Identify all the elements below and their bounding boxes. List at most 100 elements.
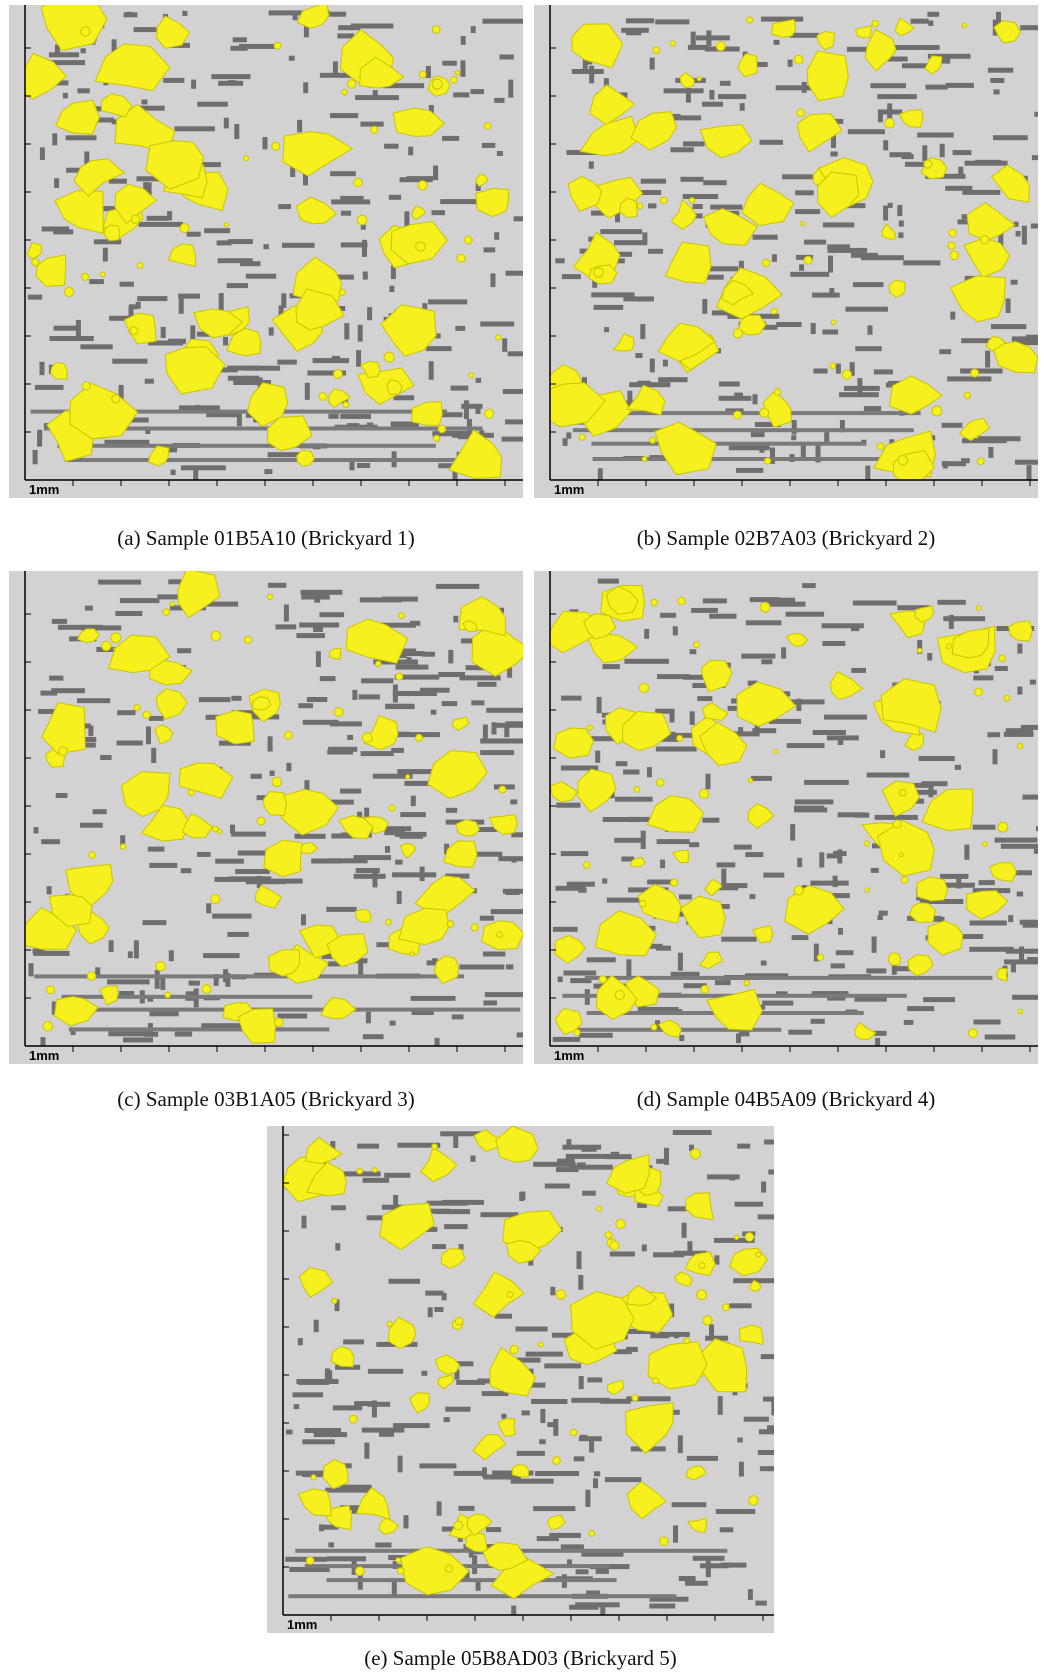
pore bbox=[326, 907, 356, 912]
pore bbox=[442, 61, 457, 66]
pore bbox=[270, 771, 275, 776]
aggregate-small bbox=[670, 41, 675, 46]
aggregate-small bbox=[332, 1298, 337, 1303]
pore bbox=[58, 625, 103, 630]
aggregate-small bbox=[257, 817, 265, 825]
pore bbox=[333, 61, 338, 73]
pore bbox=[293, 1392, 324, 1397]
aggregate-small bbox=[756, 1252, 761, 1257]
pore bbox=[823, 222, 854, 227]
pore bbox=[928, 21, 933, 27]
caption: (b) Sample 02B7A03 (Brickyard 2) bbox=[534, 526, 1038, 551]
pore bbox=[1008, 915, 1013, 922]
pore bbox=[299, 623, 339, 628]
pore bbox=[855, 346, 881, 351]
aggregate-small bbox=[454, 1521, 463, 1530]
pore bbox=[393, 691, 437, 696]
aggregate-small bbox=[885, 118, 895, 128]
pore bbox=[690, 649, 697, 654]
pore bbox=[790, 699, 825, 704]
pore bbox=[813, 369, 827, 374]
pore bbox=[553, 1419, 558, 1436]
aggregate-small bbox=[376, 661, 382, 667]
pore bbox=[703, 818, 720, 823]
aggregate-small bbox=[977, 458, 984, 465]
pore bbox=[767, 1425, 774, 1430]
pore bbox=[85, 606, 93, 611]
pore bbox=[49, 676, 63, 681]
pore bbox=[231, 832, 266, 837]
pore bbox=[985, 1035, 1016, 1040]
pore bbox=[436, 584, 479, 589]
pore bbox=[392, 872, 436, 877]
pore bbox=[435, 1209, 470, 1214]
aggregate-small bbox=[1004, 695, 1010, 701]
pore bbox=[298, 1380, 329, 1385]
pore bbox=[52, 133, 57, 145]
pore bbox=[866, 968, 886, 973]
pore bbox=[556, 803, 580, 808]
pore bbox=[451, 386, 469, 391]
pore bbox=[1006, 299, 1011, 314]
pore bbox=[373, 871, 378, 887]
pore bbox=[120, 598, 159, 603]
pore bbox=[143, 920, 167, 925]
aggregate-small bbox=[701, 985, 709, 993]
pore bbox=[452, 1014, 464, 1019]
aggregate-small bbox=[371, 126, 378, 133]
pore bbox=[792, 935, 809, 940]
pore bbox=[736, 468, 763, 473]
aggregate-small bbox=[946, 644, 951, 649]
pore-line bbox=[57, 444, 436, 448]
pore bbox=[1020, 25, 1038, 30]
pore bbox=[585, 1490, 590, 1507]
pore bbox=[233, 37, 247, 42]
pore-line bbox=[288, 1594, 676, 1598]
pore bbox=[603, 664, 620, 669]
pore bbox=[567, 1559, 572, 1564]
pore bbox=[28, 295, 42, 300]
axis-strip bbox=[534, 1046, 1038, 1064]
pore bbox=[1023, 795, 1039, 800]
pore bbox=[453, 92, 469, 97]
pore bbox=[230, 825, 235, 834]
pore bbox=[702, 299, 707, 314]
pore bbox=[899, 221, 904, 227]
aggregate bbox=[807, 51, 848, 101]
aggregate-small bbox=[32, 259, 39, 266]
pore bbox=[212, 914, 251, 919]
aggregate-small bbox=[410, 952, 414, 956]
pore bbox=[286, 1430, 292, 1435]
pore bbox=[177, 648, 191, 653]
aggregate-small bbox=[347, 80, 355, 88]
pore bbox=[426, 346, 451, 351]
pore bbox=[80, 344, 112, 349]
pore bbox=[328, 414, 338, 419]
pore bbox=[640, 324, 645, 339]
pore bbox=[594, 305, 624, 310]
aggregate-small bbox=[831, 320, 835, 324]
aggregate-small bbox=[763, 259, 770, 266]
pore bbox=[533, 1506, 575, 1511]
pore bbox=[112, 359, 147, 364]
pore bbox=[454, 1471, 485, 1476]
aggregate-small bbox=[983, 842, 987, 846]
pore bbox=[802, 583, 816, 588]
pore bbox=[438, 672, 465, 677]
pore bbox=[476, 378, 482, 383]
pore bbox=[764, 1140, 774, 1145]
pore bbox=[753, 394, 758, 404]
pore bbox=[831, 963, 845, 968]
pore bbox=[718, 1396, 723, 1415]
pore bbox=[729, 1176, 735, 1181]
pore bbox=[147, 216, 169, 221]
pore bbox=[109, 179, 127, 184]
pore bbox=[836, 950, 854, 955]
aggregate-small bbox=[274, 42, 281, 49]
pore bbox=[566, 1154, 610, 1159]
aggregate-small bbox=[111, 633, 121, 643]
pore bbox=[683, 194, 718, 199]
pore bbox=[879, 911, 888, 916]
pore bbox=[286, 763, 291, 771]
pore bbox=[811, 323, 816, 334]
